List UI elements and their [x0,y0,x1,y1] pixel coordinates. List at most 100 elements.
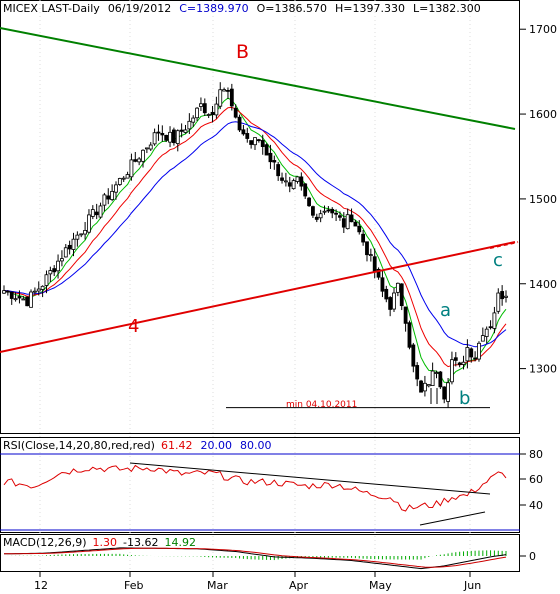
candle [71,232,76,257]
candle [237,114,242,132]
candle [56,254,60,279]
candle [411,342,416,373]
candle [40,285,45,298]
candle [21,295,26,301]
candle [303,183,308,199]
candle [79,233,84,238]
candle [152,128,157,146]
red-support-line [0,241,516,353]
candle [430,362,435,386]
candle [434,370,439,379]
candle [426,384,431,388]
candle [44,270,49,294]
wave-b: b [459,388,470,409]
chart-date: 06/19/2012 [108,2,171,15]
candle [484,326,489,344]
candle [345,208,350,230]
candle [368,248,373,262]
candle [102,192,107,212]
candle [144,147,149,154]
moving-averages [3,97,507,383]
candle [60,250,64,267]
candle [175,129,180,152]
candle [125,171,130,179]
rsi-high: 80.00 [240,439,272,452]
candle [253,137,257,150]
y-tick-label: 1300 [529,363,557,376]
rsi-tick-label: 80 [529,448,543,461]
candle [488,320,493,330]
y-tick-label: 1500 [529,193,557,206]
candle [206,113,211,119]
rsi-series: 80 60 40 [0,448,543,531]
candle [496,288,501,314]
rsi-tick-label: 40 [529,499,543,512]
candle [395,282,400,297]
candle [168,126,172,148]
candle [226,87,230,99]
candle [268,144,273,169]
candle [299,172,304,191]
candle [260,134,265,155]
macd-tick-label: 0 [529,550,536,563]
candle [241,124,246,136]
candle [94,203,99,220]
candle [504,290,508,303]
candle [423,375,427,397]
candle [334,209,338,222]
candle [233,104,238,119]
macd-header: MACD(12,26,9) 1.30 -13.62 14.92 [3,536,196,549]
candle [87,209,91,234]
y-tick-label: 1600 [529,108,557,121]
candle [32,287,37,295]
candle [376,267,381,280]
candle [222,87,227,92]
candle [137,157,142,166]
candle [172,127,176,146]
macd-value-2: -13.62 [123,536,158,549]
candle [29,289,33,308]
candle [338,211,342,221]
candle [291,178,296,190]
candle [469,347,474,363]
candle [179,123,184,138]
candle [36,281,41,296]
candle [249,140,254,149]
candle [191,115,196,127]
x-tick-label: Jun [463,579,481,592]
red-support-extension [489,241,519,249]
candle [442,386,447,404]
candle [280,172,284,184]
candle [500,285,505,306]
candle [48,266,53,283]
candle [322,205,327,215]
x-tick-label: 12 [34,579,48,592]
candle [492,306,497,334]
candle [314,213,319,223]
candle [164,134,169,143]
chart-title: MICEX LAST-Daily [3,2,100,15]
candle [353,219,358,227]
x-tick-label: May [369,579,392,592]
candle [156,124,161,141]
candle [114,181,118,200]
candle [480,327,485,342]
macd-signal-line [3,547,507,568]
candle [245,127,250,143]
x-tick-label: Feb [124,579,143,592]
candle [110,184,115,202]
candle [446,377,450,408]
candle [98,202,103,219]
candle [384,285,389,303]
rsi-header: RSI(Close,14,20,80,red,red) 61.42 20.00 80.… [3,439,271,452]
candles [2,82,508,408]
macd-value-1: 1.30 [93,536,118,549]
candle [90,205,95,220]
trendlines [0,27,519,409]
high-value: H=1397.330 [335,2,405,15]
macd-value-3: 14.92 [165,536,197,549]
rsi-low: 20.00 [200,439,232,452]
rsi-tick-label: 60 [529,473,543,486]
candle [380,270,385,298]
wave-b-upper: B [236,41,249,63]
